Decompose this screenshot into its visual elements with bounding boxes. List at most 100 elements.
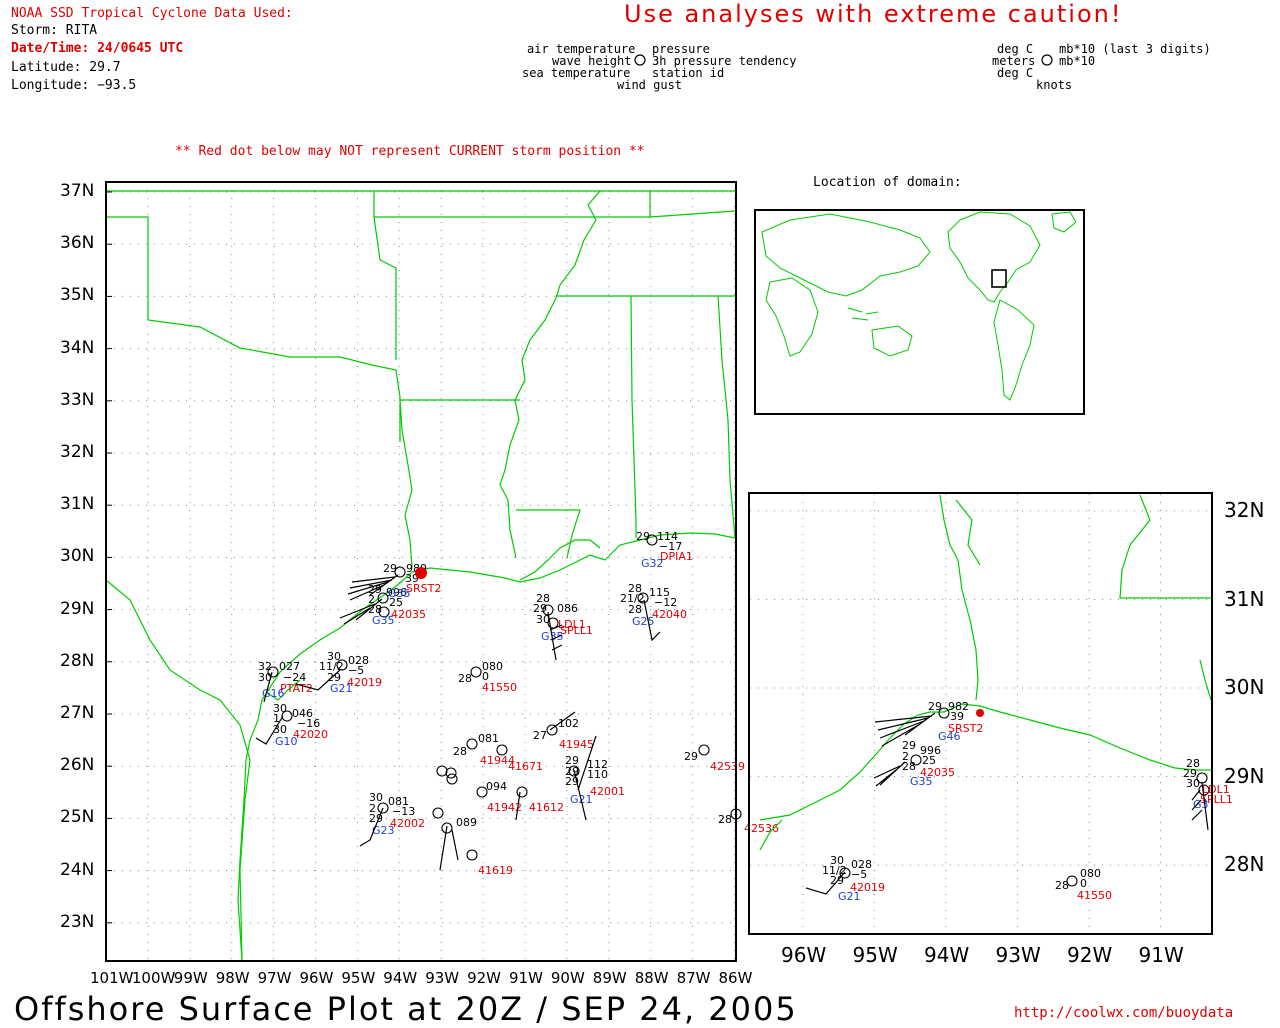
station-circle[interactable] (441, 822, 453, 834)
lat-label: 25N (60, 807, 95, 828)
station-obs-value: 29 (1183, 767, 1197, 780)
station-id-label: 42002 (390, 817, 425, 830)
wind-barb (263, 671, 273, 703)
station-obs-value: 028 (851, 858, 872, 871)
lon-label: 94W (383, 969, 418, 987)
station-circle[interactable] (446, 773, 458, 785)
lon-label: 99W (173, 969, 208, 987)
domain-box (991, 269, 1007, 288)
lat-label: 27N (60, 703, 95, 723)
station-circle[interactable] (466, 849, 478, 861)
footer-url[interactable]: http://coolwx.com/buoydata (1014, 1005, 1234, 1021)
lat-label: 36N (60, 233, 95, 254)
lon-label: 95W (341, 969, 376, 987)
main-map-boundaries (105, 190, 736, 961)
station-circle[interactable] (496, 744, 508, 756)
station-circle[interactable] (377, 592, 389, 604)
storm-latitude: Latitude: 29.7 (11, 60, 121, 75)
zoom-mississippi-river (1119, 494, 1211, 599)
station-obs-value: 080 (1080, 867, 1101, 880)
lat-label: 29N (60, 598, 95, 619)
station-circle[interactable] (336, 659, 348, 671)
station-circle[interactable] (637, 592, 649, 604)
station-id-label: 42035 (391, 608, 426, 621)
station-circle[interactable] (445, 767, 457, 779)
station-id-label: LDL1 (1202, 783, 1230, 796)
station-circle[interactable] (839, 867, 851, 879)
zoom-lat-label: 29N (1224, 763, 1265, 788)
lon-label: 98W (215, 969, 250, 987)
lat-label: 23N (60, 911, 95, 932)
station-circle[interactable] (267, 666, 279, 678)
texas-louisiana-border (399, 399, 413, 568)
station-circle[interactable] (698, 744, 710, 756)
station-id-label: 42035 (920, 766, 955, 779)
station-circle[interactable] (910, 754, 922, 766)
lat-label: 35N (60, 285, 95, 306)
zoom-texas-louisiana-border (939, 494, 979, 701)
louisiana-delta (519, 539, 601, 581)
wind-barb (547, 611, 563, 661)
lat-label: 33N (60, 389, 95, 410)
station-circle[interactable] (646, 534, 658, 546)
zoom-lon-label: 95W (852, 943, 898, 967)
red-dot-note: ** Red dot below may NOT represent CURRE… (175, 144, 645, 159)
zoom-lat-label: 30N (1224, 675, 1265, 699)
station-obs-value: 081 (478, 732, 499, 745)
greenland-outline (1051, 211, 1077, 233)
station-circle[interactable] (1066, 875, 1078, 887)
texas-bay-inlet (265, 679, 301, 701)
zoom-sabine-river (955, 499, 981, 566)
station-obs-value: 982 (948, 700, 969, 713)
station-obs-value: 29 (383, 562, 397, 575)
lon-label: 88W (634, 969, 669, 987)
station-id-label: 41550 (482, 681, 517, 694)
station-obs-value: 29 (928, 700, 942, 713)
station-obs-value: −24 (283, 671, 306, 684)
station-obs-value: 086 (557, 602, 578, 615)
station-circle[interactable] (476, 786, 488, 798)
station-obs-value: 29 (902, 739, 916, 752)
alabama-georgia-border (717, 295, 736, 539)
lat-label: 32N (60, 442, 95, 462)
station-obs-value: −5 (851, 868, 867, 881)
wind-barb (874, 712, 936, 747)
lon-label: 96W (299, 969, 334, 987)
lon-label: 86W (718, 969, 753, 987)
station-obs-value: 29 (636, 530, 650, 543)
source-label: NOAA SSD Tropical Cyclone Data Used: (11, 6, 293, 21)
station-circle[interactable] (516, 786, 528, 798)
station-obs-value: 996 (920, 744, 941, 757)
station-obs-value: 996 (386, 586, 407, 599)
zoom-map-boundaries (759, 494, 1212, 851)
station-id-label: 42001 (590, 785, 625, 798)
station-id-label: 41671 (508, 760, 543, 773)
station-id-label: SPLL1 (1200, 793, 1233, 806)
station-circle[interactable] (470, 666, 482, 678)
legend-wind-gust: wind gust (617, 78, 683, 92)
station-circle[interactable] (377, 802, 389, 814)
station-circle[interactable] (432, 807, 444, 819)
station-circle[interactable] (568, 765, 580, 777)
inset-title: Location of domain: (813, 175, 962, 190)
main-map-grid (105, 182, 735, 960)
station-circle[interactable] (547, 617, 559, 629)
station-circle[interactable] (938, 707, 950, 719)
station-circle[interactable] (466, 738, 478, 750)
gust-label: G21 (838, 890, 861, 903)
lon-label: 101W (90, 969, 134, 987)
station-id-label: 42040 (652, 608, 687, 621)
station-obs-value: 28 (718, 813, 732, 826)
station-id-label: SRST2 (406, 582, 441, 595)
station-obs-value: 30 (273, 702, 287, 715)
station-circle[interactable] (281, 710, 293, 722)
station-obs-value: 30 (327, 650, 341, 663)
station-id-label: PTAT2 (280, 682, 313, 695)
station-circle[interactable] (546, 724, 558, 736)
station-obs-value: 30 (369, 791, 383, 804)
station-id-label: 41942 (487, 801, 522, 814)
lat-label: 24N (60, 859, 95, 880)
station-circle[interactable] (378, 606, 390, 618)
station-circle[interactable] (394, 566, 406, 578)
